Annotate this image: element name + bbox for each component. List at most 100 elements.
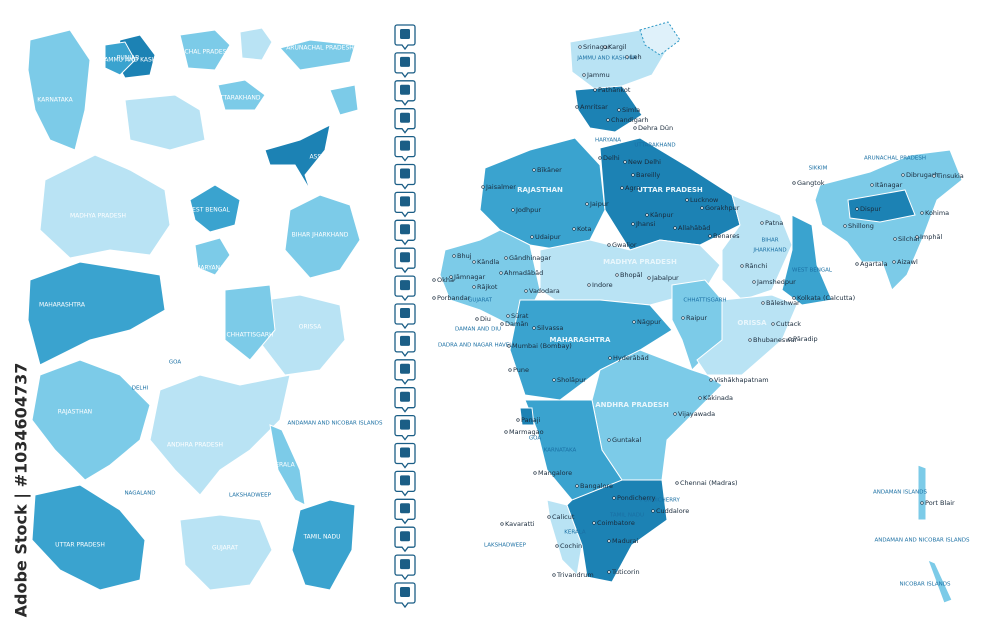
city-dot [647, 276, 651, 280]
watermark: Adobe Stock | #1034604737 [12, 363, 32, 618]
city-label: Silvassa [537, 324, 563, 332]
map-state [566, 479, 668, 583]
city-label: New Delhi [628, 158, 661, 166]
minor-state-label: GOA [529, 436, 541, 442]
state-piece [27, 261, 166, 366]
city-label: Delhi [603, 154, 620, 162]
city-label: Diu [480, 315, 491, 323]
city-label: Amritsar [580, 103, 608, 111]
city-dot [587, 283, 591, 287]
city-dot [578, 45, 582, 49]
city-label: Nāgpur [637, 318, 661, 326]
city-dot [575, 105, 579, 109]
city-label: Calicut [552, 513, 575, 521]
minor-state-label: ANDAMAN AND NICOBAR ISLANDS [875, 538, 970, 544]
minor-state-label: HARYANA [595, 138, 621, 144]
city-label: Jodhpur [515, 206, 541, 214]
city-label: Dispur [860, 205, 881, 213]
city-label: Gangtok [797, 179, 825, 187]
state-piece [239, 27, 273, 61]
city-dot [607, 438, 611, 442]
map-state [917, 464, 927, 521]
city-dot [748, 338, 752, 342]
city-dot [685, 198, 689, 202]
city-label: Mangalore [538, 469, 572, 477]
piece-label: PUNJAB [117, 55, 139, 62]
city-dot [608, 356, 612, 360]
city-dot [915, 235, 919, 239]
city-dot [623, 160, 627, 164]
icon-glyph [400, 363, 410, 374]
city-label: Bāleshwar [766, 299, 800, 307]
icon-marker [394, 275, 416, 302]
state-piece [39, 154, 171, 259]
icon-marker [394, 414, 416, 441]
icon-glyph [400, 84, 410, 95]
piece-label: HARYANA [196, 265, 225, 272]
city-dot [645, 213, 649, 217]
city-dot [593, 88, 597, 92]
city-label: Sholāpur [557, 376, 586, 384]
city-dot [752, 280, 756, 284]
state-piece [224, 284, 276, 361]
icon-glyph [400, 419, 410, 430]
city-dot [700, 206, 704, 210]
icon-marker [394, 191, 416, 218]
city-label: Kānpur [650, 211, 674, 219]
city-dot [500, 322, 504, 326]
city-label: Dehra Dūn [638, 124, 673, 132]
city-label: Bareilly [636, 171, 660, 179]
state-piece [149, 374, 291, 496]
icon-glyph [400, 308, 410, 318]
icon-marker [394, 331, 416, 357]
city-label: Sūrat [511, 312, 529, 320]
city-label: Agra [625, 184, 640, 192]
city-dot [709, 378, 713, 382]
city-label: Itānagar [875, 181, 903, 189]
city-dot [673, 412, 677, 416]
city-dot [870, 183, 874, 187]
city-label: Pathānkot [598, 86, 631, 94]
city-dot [452, 254, 456, 258]
piece-label: NAGALAND [124, 491, 155, 497]
city-label: Pāradip [793, 335, 818, 343]
city-label: Imphāl [920, 233, 942, 241]
city-label: Trivandrum [556, 571, 594, 579]
city-dot [607, 539, 611, 543]
city-label: Agartala [860, 260, 888, 268]
icon-glyph [400, 29, 410, 39]
state-piece [261, 294, 346, 376]
state-label: ORISSA [737, 319, 767, 327]
minor-state-label: TAMIL NADU [609, 513, 644, 519]
city-label: Kavaratti [505, 520, 535, 528]
state-piece [179, 29, 231, 71]
city-dot [603, 45, 607, 49]
city-dot [620, 186, 624, 190]
state-piece [27, 29, 91, 151]
city-dot [631, 173, 635, 177]
icon-glyph [400, 140, 410, 151]
piece-label: ASSAM [309, 154, 330, 161]
piece-label: MAHARASHTRA [39, 302, 86, 309]
map-state [574, 85, 643, 133]
minor-state-label: KERALA [564, 530, 586, 536]
city-label: Bhubaneswar [753, 336, 798, 344]
icon-marker [394, 359, 416, 385]
state-piece [124, 94, 206, 151]
state-piece [284, 194, 361, 279]
piece-label: KERALA [271, 462, 295, 469]
city-dot [432, 278, 436, 282]
city-label: Jaipur [589, 200, 609, 208]
city-label: Bangalore [580, 482, 613, 490]
state-label: UTTAR PRADESH [637, 186, 703, 194]
icon-marker [394, 135, 416, 162]
city-label: Marmagao [509, 428, 544, 436]
city-label: Vishākhapatnam [714, 376, 769, 384]
city-dot [504, 256, 508, 260]
city-label: Kāndla [477, 258, 499, 266]
icon-marker [394, 470, 416, 497]
city-label: Gāndhinagar [509, 254, 551, 262]
city-label: Gorakhpur [705, 204, 740, 212]
icon-glyph [400, 447, 410, 458]
piece-label: CHHATTISGARH [226, 332, 273, 339]
